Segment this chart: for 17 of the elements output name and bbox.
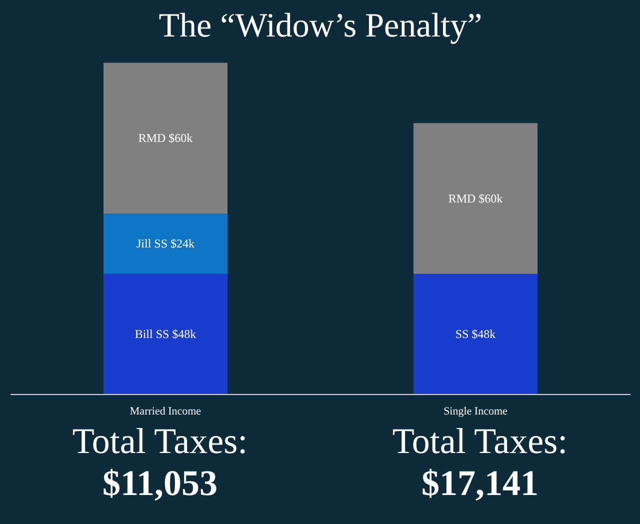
text: Total Taxes: bbox=[392, 420, 568, 462]
bar bbox=[414, 274, 538, 394]
chart-title: The “Widow’s Penalty” bbox=[158, 8, 482, 44]
data-label: RMD $60k bbox=[448, 191, 503, 206]
data-label: SS $48k bbox=[455, 327, 496, 342]
bar bbox=[104, 274, 228, 394]
bar bbox=[414, 123, 538, 274]
bar bbox=[104, 214, 228, 274]
x-tick-label: Married Income bbox=[130, 406, 202, 418]
text: $11,053 bbox=[101, 462, 218, 504]
text: Total Taxes: bbox=[72, 420, 248, 462]
x-tick-label: Single Income bbox=[444, 406, 508, 418]
data-label: Jill SS $24k bbox=[136, 236, 195, 251]
data-label: RMD $60k bbox=[138, 131, 193, 146]
text: $17,141 bbox=[420, 462, 540, 504]
bar bbox=[104, 62, 228, 214]
data-label: Bill SS $48k bbox=[134, 327, 196, 342]
